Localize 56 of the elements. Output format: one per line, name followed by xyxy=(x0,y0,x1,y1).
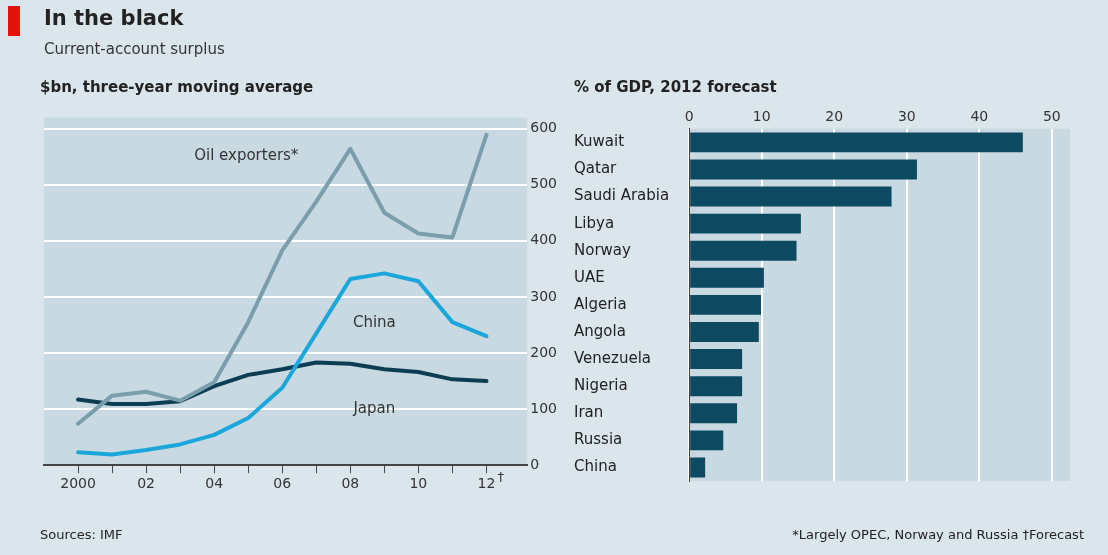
y-tick-label: 0 xyxy=(530,455,540,472)
x-tick-label: 06 xyxy=(273,475,292,492)
x-tick-label: 12 xyxy=(477,475,496,492)
y-tick-label: 200 xyxy=(530,343,558,360)
bar xyxy=(690,159,917,180)
x-tick-label: 50 xyxy=(1042,108,1061,125)
x-tick-label: 20 xyxy=(825,108,844,125)
y-tick-label: Kuwait xyxy=(574,132,625,151)
x-tick-label: 10 xyxy=(752,108,771,125)
x-tick-label: 40 xyxy=(970,108,989,125)
y-tick-label: 500 xyxy=(530,175,558,192)
x-tick-label: 10 xyxy=(409,475,428,492)
y-tick-label: China xyxy=(574,457,617,476)
x-axis-title: % of GDP, 2012 forecast xyxy=(574,78,777,96)
chart-title: In the black xyxy=(44,6,184,30)
text: Oil exporters* xyxy=(194,146,299,165)
y-tick-label: Qatar xyxy=(574,159,618,178)
bar xyxy=(690,294,761,315)
chart-subtitle: Current-account surplus xyxy=(44,40,225,58)
series-label: China xyxy=(352,313,396,332)
bar xyxy=(690,349,743,370)
y-tick-label: Saudi Arabia xyxy=(574,186,670,205)
y-tick-label: 600 xyxy=(530,119,558,136)
bar xyxy=(690,430,724,451)
series-label: Japan xyxy=(352,399,396,418)
x-tick-label: 02 xyxy=(137,475,156,492)
x-tick-label: 0 xyxy=(684,108,694,125)
bar xyxy=(690,322,759,342)
y-tick-label: Nigeria xyxy=(574,376,628,395)
y-tick-label: 400 xyxy=(530,231,558,248)
y-axis-title: $bn, three-year moving average xyxy=(40,78,314,96)
source-note: Sources: IMF xyxy=(40,527,123,542)
bar xyxy=(690,132,1023,153)
bar xyxy=(690,213,801,234)
bar xyxy=(690,376,743,397)
bar xyxy=(690,186,892,207)
bar xyxy=(690,240,797,261)
y-tick-label: UAE xyxy=(574,267,605,286)
y-tick-label: Norway xyxy=(574,240,632,259)
y-tick-label: 100 xyxy=(530,399,558,416)
y-tick-label: 300 xyxy=(530,287,558,304)
y-tick-label: Venezuela xyxy=(574,348,652,367)
text: *Largely OPEC, Norway and Russia †Forecast xyxy=(792,527,1084,542)
text: † xyxy=(497,469,505,485)
x-tick-label: 04 xyxy=(205,475,224,492)
x-tick-label: 08 xyxy=(341,475,360,492)
y-tick-label: Angola xyxy=(574,321,626,340)
bar xyxy=(690,457,706,478)
bar xyxy=(690,403,738,424)
x-tick-label: 2000 xyxy=(60,475,96,492)
y-tick-label: Algeria xyxy=(574,294,627,313)
y-tick-label: Libya xyxy=(574,213,615,232)
x-tick-label: 30 xyxy=(897,108,916,125)
y-tick-label: Russia xyxy=(574,430,623,449)
y-tick-label: Iran xyxy=(574,403,604,422)
bar xyxy=(690,267,764,288)
